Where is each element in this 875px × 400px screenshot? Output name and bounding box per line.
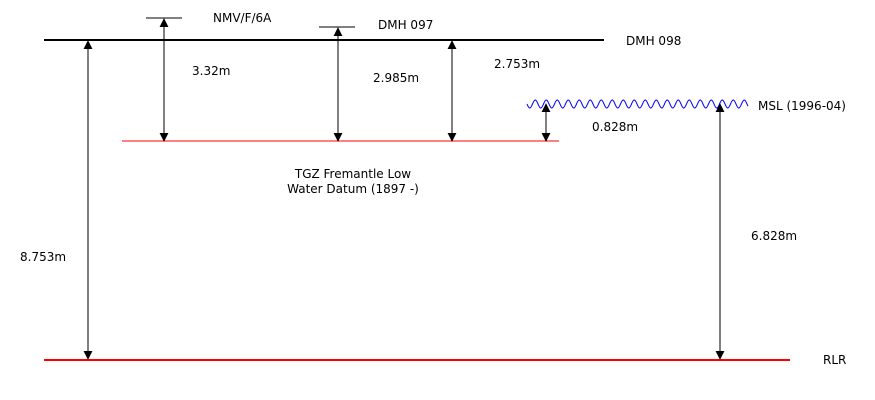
dmh097-label: DMH 097 — [378, 18, 433, 32]
tgz-label-line1: TGZ Fremantle Low — [294, 167, 411, 181]
nmv-label: NMV/F/6A — [213, 11, 272, 25]
msl-label: MSL (1996-04) — [758, 99, 846, 113]
dist-dmh097-tgz: 2.985m — [373, 71, 419, 85]
dist-nmv-tgz: 3.32m — [192, 64, 230, 78]
msl-wave — [526, 99, 749, 109]
dist-dmh098-tgz: 2.753m — [494, 57, 540, 71]
rlr-label: RLR — [823, 353, 846, 367]
dmh098-label: DMH 098 — [626, 34, 681, 48]
dist-msl-rlr: 6.828m — [751, 229, 797, 243]
dist-dmh098-rlr: 8.753m — [20, 250, 66, 264]
tgz-label-line2: Water Datum (1897 -) — [287, 182, 419, 196]
dist-msl-tgz: 0.828m — [592, 120, 638, 134]
